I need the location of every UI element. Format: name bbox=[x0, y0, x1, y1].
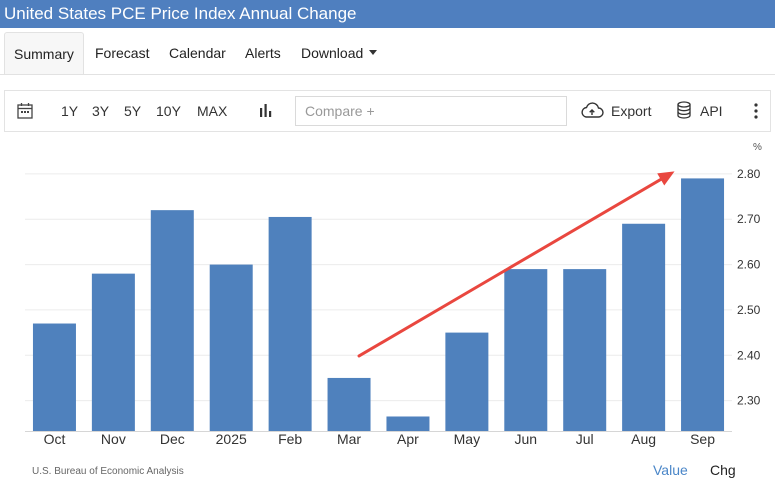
x-tick-label: Mar bbox=[337, 431, 361, 447]
x-tick-label: Nov bbox=[101, 431, 126, 447]
range-5y[interactable]: 5Y bbox=[124, 103, 142, 119]
bar bbox=[150, 210, 194, 431]
bar bbox=[563, 269, 607, 431]
x-tick-label: Feb bbox=[278, 431, 302, 447]
value-toggle[interactable]: Value bbox=[653, 462, 688, 478]
tab-calendar[interactable]: Calendar bbox=[169, 45, 226, 61]
y-tick-label: 2.50 bbox=[737, 303, 761, 317]
bar bbox=[386, 416, 430, 431]
bar bbox=[622, 223, 666, 431]
cloud-upload-icon[interactable] bbox=[580, 102, 604, 124]
x-tick-label: Aug bbox=[631, 431, 656, 447]
database-icon[interactable] bbox=[677, 101, 691, 124]
caret-down-icon bbox=[369, 49, 378, 55]
bar bbox=[504, 269, 548, 431]
x-tick-label: May bbox=[454, 431, 480, 447]
chart-toolbar: 1Y 3Y 5Y 10Y MAX Export API bbox=[4, 90, 771, 132]
x-tick-label: Sep bbox=[690, 431, 715, 447]
bar bbox=[268, 216, 312, 431]
tab-download[interactable]: Download bbox=[292, 32, 386, 74]
range-1y[interactable]: 1Y bbox=[61, 103, 79, 119]
export-button[interactable]: Export bbox=[611, 103, 652, 119]
tab-summary[interactable]: Summary bbox=[4, 32, 84, 74]
y-tick-label: 2.70 bbox=[737, 212, 761, 226]
x-tick-label: Jun bbox=[515, 431, 538, 447]
y-tick-label: 2.40 bbox=[737, 348, 761, 362]
api-button[interactable]: API bbox=[700, 103, 723, 119]
compare-input[interactable] bbox=[295, 96, 567, 126]
calendar-icon[interactable] bbox=[17, 102, 33, 124]
bar bbox=[681, 178, 725, 431]
y-tick-label: 2.30 bbox=[737, 394, 761, 408]
bar bbox=[32, 323, 76, 431]
kebab-menu-icon[interactable] bbox=[754, 103, 758, 124]
range-3y[interactable]: 3Y bbox=[92, 103, 110, 119]
annotation-arrow-shaft bbox=[357, 177, 663, 358]
y-tick-label: 2.60 bbox=[737, 258, 761, 272]
y-unit-label: % bbox=[753, 142, 762, 153]
bar bbox=[445, 332, 489, 431]
chg-toggle[interactable]: Chg bbox=[710, 462, 736, 478]
x-tick-label: Jul bbox=[576, 431, 594, 447]
tab-forecast[interactable]: Forecast bbox=[95, 45, 150, 61]
x-tick-label: Oct bbox=[44, 431, 66, 447]
page-title: United States PCE Price Index Annual Cha… bbox=[0, 0, 775, 28]
y-tick-label: 2.80 bbox=[737, 167, 761, 181]
tab-alerts[interactable]: Alerts bbox=[245, 45, 281, 61]
bar bbox=[327, 377, 371, 431]
bar bbox=[209, 264, 253, 431]
data-source: U.S. Bureau of Economic Analysis bbox=[32, 466, 184, 477]
x-tick-label: Dec bbox=[160, 431, 185, 447]
tab-bar: Summary Forecast Calendar Alerts Downloa… bbox=[0, 28, 775, 75]
x-tick-label: 2025 bbox=[216, 431, 247, 447]
range-10y[interactable]: 10Y bbox=[156, 103, 181, 119]
tab-download-label: Download bbox=[301, 45, 364, 61]
annotation-arrow-head bbox=[657, 171, 675, 186]
x-tick-label: Apr bbox=[397, 431, 419, 447]
bar-chart-icon[interactable] bbox=[259, 103, 273, 123]
range-max[interactable]: MAX bbox=[197, 103, 228, 119]
bar bbox=[91, 273, 135, 431]
